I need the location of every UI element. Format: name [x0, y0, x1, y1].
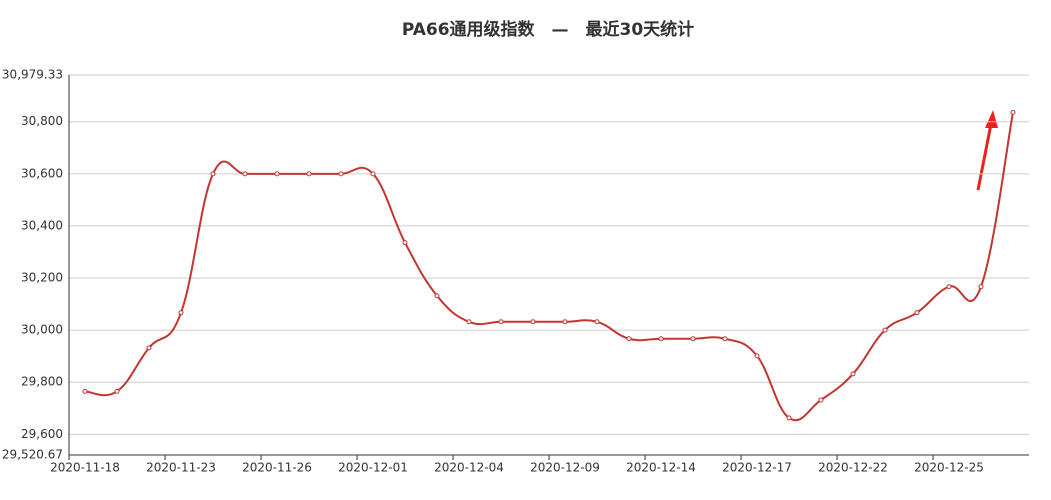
y-tick-label: 30,800 — [21, 114, 63, 128]
x-tick-label: 2020-11-23 — [146, 461, 216, 475]
y-tick-label: 30,000 — [21, 323, 63, 337]
x-tick-label: 2020-12-17 — [722, 461, 792, 475]
point — [434, 293, 440, 299]
chart-title: PA66通用级指数 — 最近30天统计 — [402, 19, 694, 40]
point — [1010, 109, 1016, 115]
point — [850, 371, 856, 377]
y-tick-label: 30,400 — [21, 218, 63, 232]
point — [114, 388, 120, 394]
point — [274, 171, 280, 177]
point — [882, 327, 888, 333]
x-tick-label: 2020-11-26 — [242, 461, 312, 475]
point — [786, 415, 792, 421]
x-tick-label: 2020-12-09 — [530, 461, 600, 475]
y-tick-label: 30,200 — [21, 271, 63, 285]
y-tick-label: 30,979.33 — [2, 68, 63, 82]
point — [594, 319, 600, 325]
point — [978, 284, 984, 290]
y-tick-label: 29,600 — [21, 427, 63, 441]
point — [306, 171, 312, 177]
x-tick-label: 2020-11-18 — [50, 461, 120, 475]
arrow-head — [985, 110, 998, 128]
point — [690, 336, 696, 342]
x-tick-label: 2020-12-14 — [626, 461, 696, 475]
point — [466, 319, 472, 325]
y-tick-label: 29,520.67 — [2, 448, 63, 462]
point — [178, 310, 184, 316]
point — [658, 336, 664, 342]
point — [562, 319, 568, 325]
arrow-shaft — [976, 123, 993, 191]
point — [498, 319, 504, 325]
point — [530, 319, 536, 325]
point — [338, 171, 344, 177]
point — [82, 388, 88, 394]
point — [722, 336, 728, 342]
y-tick-label: 29,800 — [21, 375, 63, 389]
x-tick-label: 2020-12-22 — [818, 461, 888, 475]
line — [84, 112, 1014, 422]
point — [402, 240, 408, 246]
point — [146, 345, 152, 351]
x-tick-label: 2020-12-04 — [434, 461, 504, 475]
point — [370, 171, 376, 177]
x-tick-label: 2020-12-25 — [914, 461, 984, 475]
point — [914, 310, 920, 316]
x-tick-label: 2020-12-01 — [338, 461, 408, 475]
point — [818, 397, 824, 403]
point — [626, 336, 632, 342]
point — [754, 353, 760, 359]
point — [242, 171, 248, 177]
annotation-arrow — [976, 110, 998, 191]
point — [946, 284, 952, 290]
y-tick-label: 30,600 — [21, 166, 63, 180]
point — [210, 171, 216, 177]
